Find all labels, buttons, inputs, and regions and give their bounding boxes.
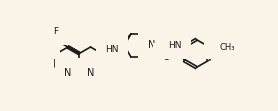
Text: N: N	[64, 68, 72, 78]
Text: F: F	[45, 41, 51, 50]
Text: N: N	[148, 41, 155, 51]
Text: O: O	[162, 53, 170, 62]
Text: F: F	[53, 27, 59, 36]
Text: N: N	[87, 68, 94, 78]
Text: O: O	[214, 40, 221, 50]
Text: CH₃: CH₃	[220, 43, 235, 52]
Text: F: F	[43, 32, 49, 41]
Text: HN: HN	[105, 45, 118, 54]
Text: HN: HN	[168, 41, 182, 50]
